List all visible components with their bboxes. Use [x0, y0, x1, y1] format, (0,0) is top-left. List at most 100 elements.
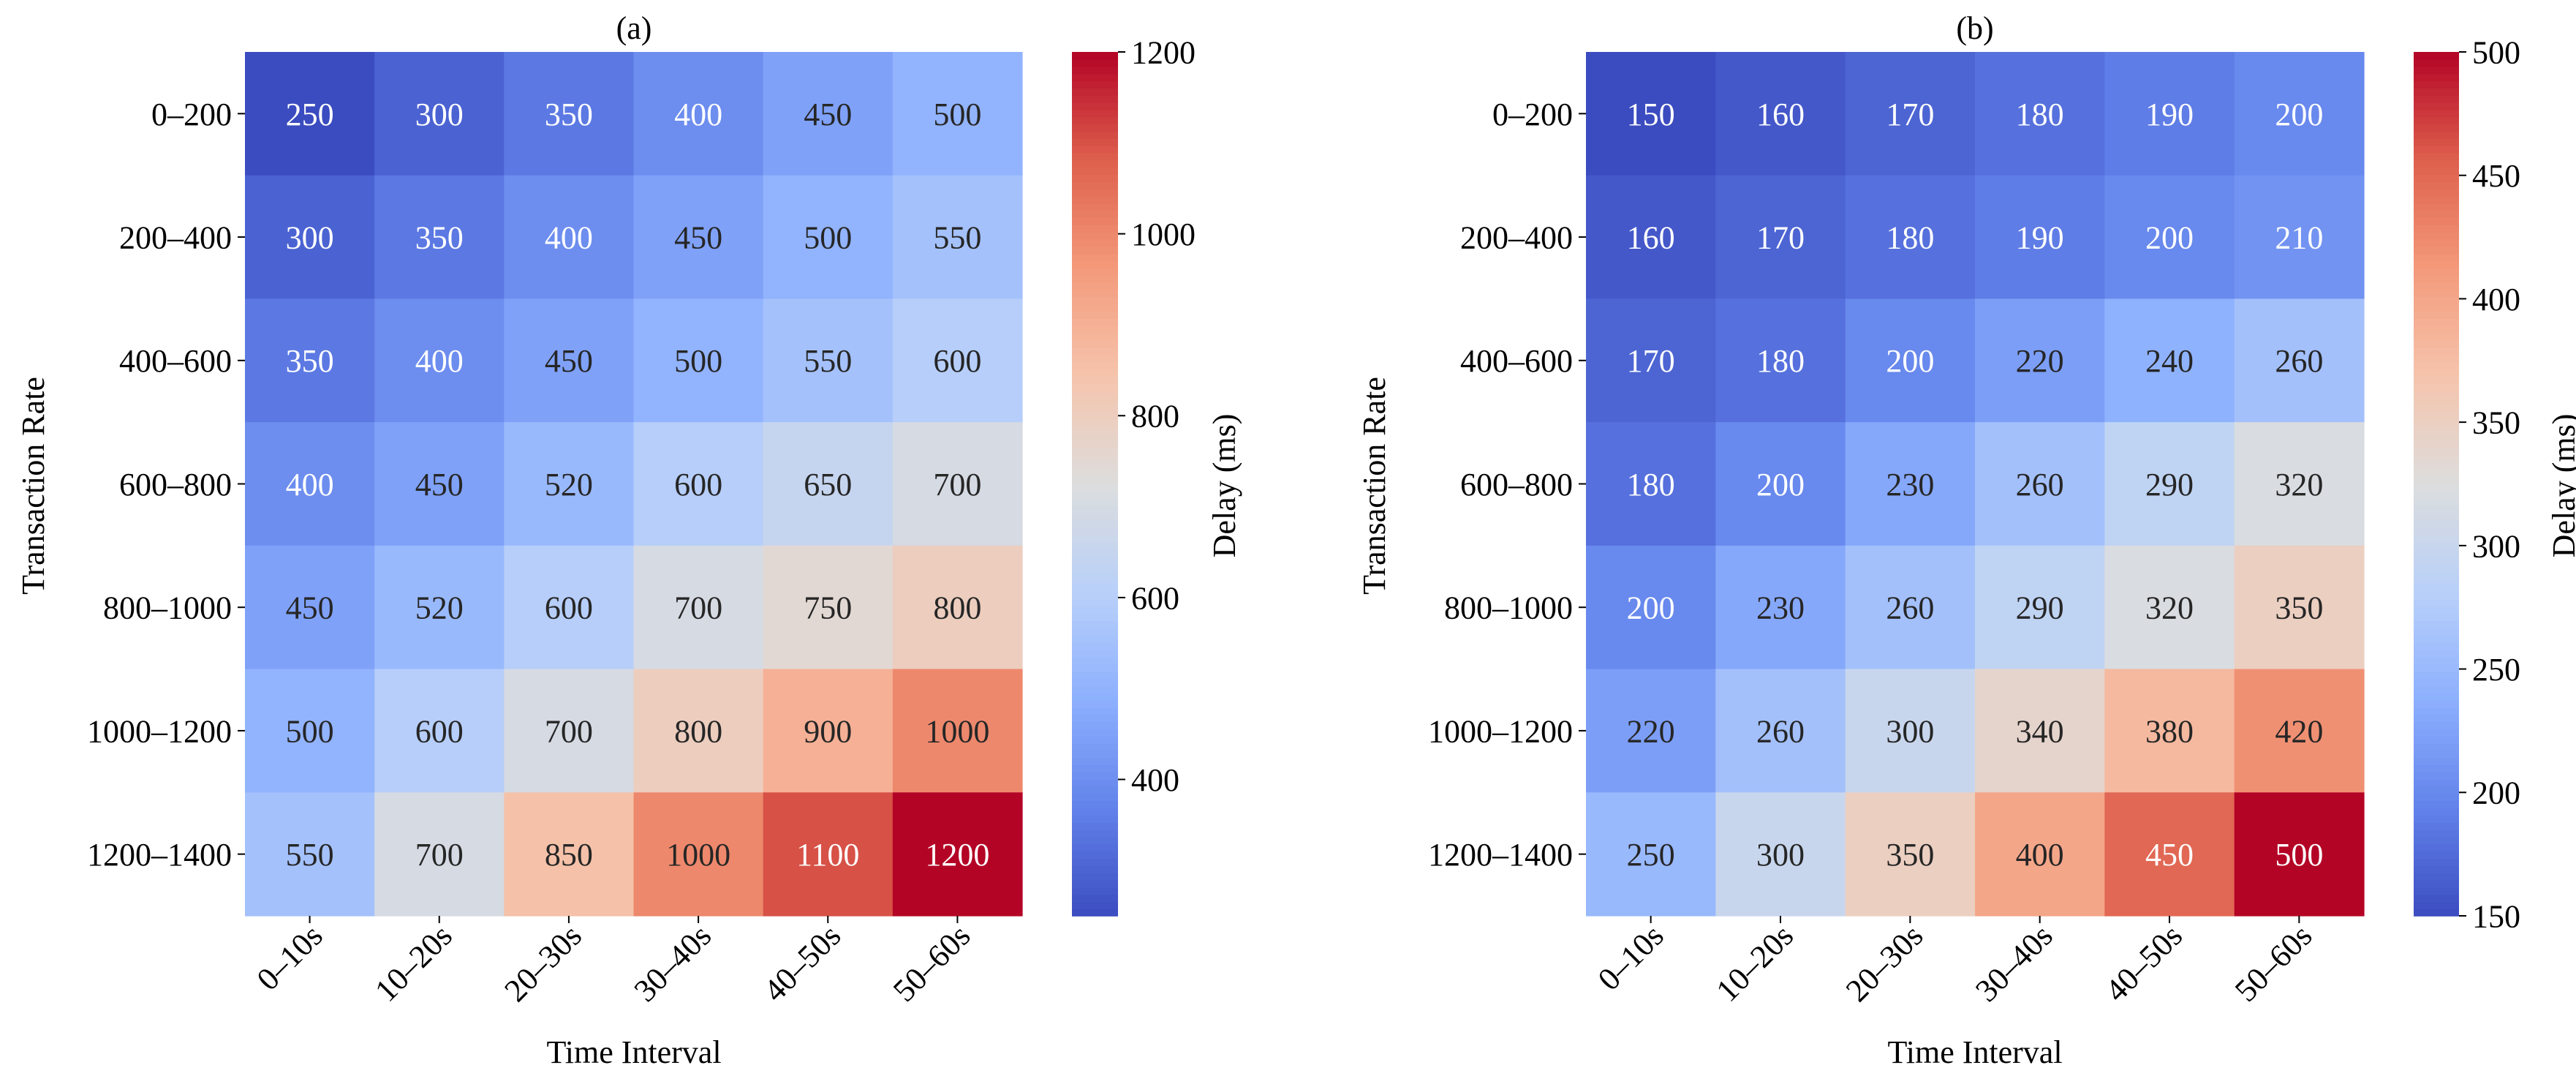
heatmap-cell: [374, 669, 505, 793]
colorbar-segment: [1072, 405, 1118, 413]
heatmap-cell: [2104, 52, 2235, 176]
colorbar-segment: [2414, 534, 2459, 543]
heatmap-cell: [374, 298, 505, 423]
heatmap-cell: [892, 175, 1023, 300]
colorbar-tick-label: 1200: [1131, 34, 1196, 70]
colorbar-segment: [2414, 217, 2459, 225]
colorbar-segment: [1072, 426, 1118, 435]
cell-value-label: 260: [2016, 467, 2064, 503]
colorbar-segment: [1072, 779, 1118, 787]
cell-value-label: 400: [2016, 837, 2064, 873]
colorbar-segment: [1072, 232, 1118, 240]
colorbar-segment: [1072, 289, 1118, 298]
colorbar-segment: [1072, 476, 1118, 485]
y-tick-label: 200–400: [1460, 219, 1573, 255]
colorbar-segment: [1072, 757, 1118, 766]
cell-value-label: 900: [804, 713, 852, 749]
heatmap-cell: [763, 545, 894, 670]
heatmap-cell: [1586, 545, 1716, 670]
colorbar-segment: [2414, 469, 2459, 478]
colorbar-segment: [1072, 210, 1118, 219]
cell-value-label: 380: [2145, 713, 2194, 749]
colorbar-segment: [2414, 159, 2459, 168]
heatmap-cell: [245, 792, 375, 917]
heatmap-panel-a: (a) 250 300 350 400 450 500 300 350 400 450 500 550…: [15, 10, 1242, 1070]
cell-value-label: 520: [545, 467, 593, 503]
heatmap-cell: [245, 545, 375, 670]
colorbar-segment: [2414, 80, 2459, 89]
colorbar-segment: [2414, 268, 2459, 276]
colorbar-segment: [1072, 138, 1118, 146]
cell-value-label: 170: [1756, 219, 1805, 255]
cell-value-label: 260: [2275, 343, 2323, 379]
colorbar-segment: [1072, 512, 1118, 521]
colorbar-segment: [2414, 296, 2459, 305]
colorbar-segment: [2414, 491, 2459, 499]
colorbar-segment: [2414, 865, 2459, 873]
heatmap-cell: [2104, 545, 2235, 670]
cell-value-label: 500: [933, 97, 981, 132]
cell-value-label: 400: [674, 97, 722, 132]
cell-value-label: 180: [1756, 343, 1805, 379]
heatmap-cell: [633, 792, 764, 917]
colorbar-segment: [1072, 699, 1118, 708]
colorbar-segment: [2414, 620, 2459, 629]
y-tick-labels-b: 0–200 200–400 400–600 600–800 800–1000 1000–1…: [1428, 97, 1586, 873]
cell-value-label: 150: [1627, 97, 1675, 132]
colorbar-segment: [2414, 210, 2459, 219]
colorbar-segment: [1072, 318, 1118, 326]
colorbar-segment: [1072, 491, 1118, 499]
colorbar-segment: [1072, 462, 1118, 470]
heatmap-cell: [2234, 669, 2365, 793]
colorbar-segment: [2414, 195, 2459, 204]
heatmap-cell: [504, 298, 635, 423]
cell-value-label: 320: [2275, 467, 2323, 503]
heatmap-cell: [892, 669, 1023, 793]
colorbar-segment: [2414, 541, 2459, 549]
colorbar-segment: [2414, 383, 2459, 391]
cell-value-label: 450: [545, 343, 593, 379]
colorbar-segment: [2414, 527, 2459, 535]
cell-value-label: 200: [2145, 219, 2194, 255]
colorbar-segment: [1072, 275, 1118, 283]
heatmap-cell: [763, 52, 894, 176]
colorbar-segment: [1072, 109, 1118, 118]
cell-value-label: 600: [545, 590, 593, 626]
cell-value-label: 400: [286, 467, 334, 503]
colorbar-segment: [1072, 203, 1118, 211]
colorbar-segment: [1072, 692, 1118, 701]
heatmap-cell: [1715, 175, 1846, 300]
cell-value-label: 230: [1886, 467, 1934, 503]
heatmap-cell: [504, 52, 635, 176]
cell-value-label: 1100: [796, 837, 859, 873]
colorbar-segment: [2414, 188, 2459, 197]
colorbar-segment: [2414, 649, 2459, 658]
cell-value-label: 600: [933, 343, 981, 379]
y-tick-label: 1000–1200: [87, 713, 232, 749]
colorbar-segment: [2414, 909, 2459, 917]
colorbar-tick-label: 300: [2472, 528, 2520, 564]
colorbar-segment: [2414, 145, 2459, 154]
colorbar-segment: [2414, 793, 2459, 802]
colorbar-segment: [1072, 347, 1118, 356]
colorbar-segment: [2414, 714, 2459, 723]
colorbar-segment: [1072, 325, 1118, 334]
cell-value-label: 240: [2145, 343, 2194, 379]
colorbar-segment: [1072, 836, 1118, 845]
heatmap-cell: [1975, 792, 2105, 917]
colorbar-segment: [2414, 822, 2459, 830]
colorbar-segment: [1072, 714, 1118, 723]
cell-value-label: 200: [1756, 467, 1805, 503]
heatmap-cell: [245, 422, 375, 546]
colorbar-segment: [1072, 88, 1118, 96]
heatmap-cell: [374, 422, 505, 546]
colorbar-segment: [2414, 555, 2459, 564]
cell-value-label: 260: [1886, 590, 1934, 626]
colorbar-segment: [2414, 894, 2459, 903]
colorbar-tick-label: 1000: [1131, 217, 1196, 252]
heatmap-cell: [633, 52, 764, 176]
colorbar-segment: [2414, 418, 2459, 427]
colorbar-tick-label: 250: [2472, 652, 2520, 688]
colorbar-segment: [1072, 455, 1118, 463]
heatmap-cell: [2234, 175, 2365, 300]
